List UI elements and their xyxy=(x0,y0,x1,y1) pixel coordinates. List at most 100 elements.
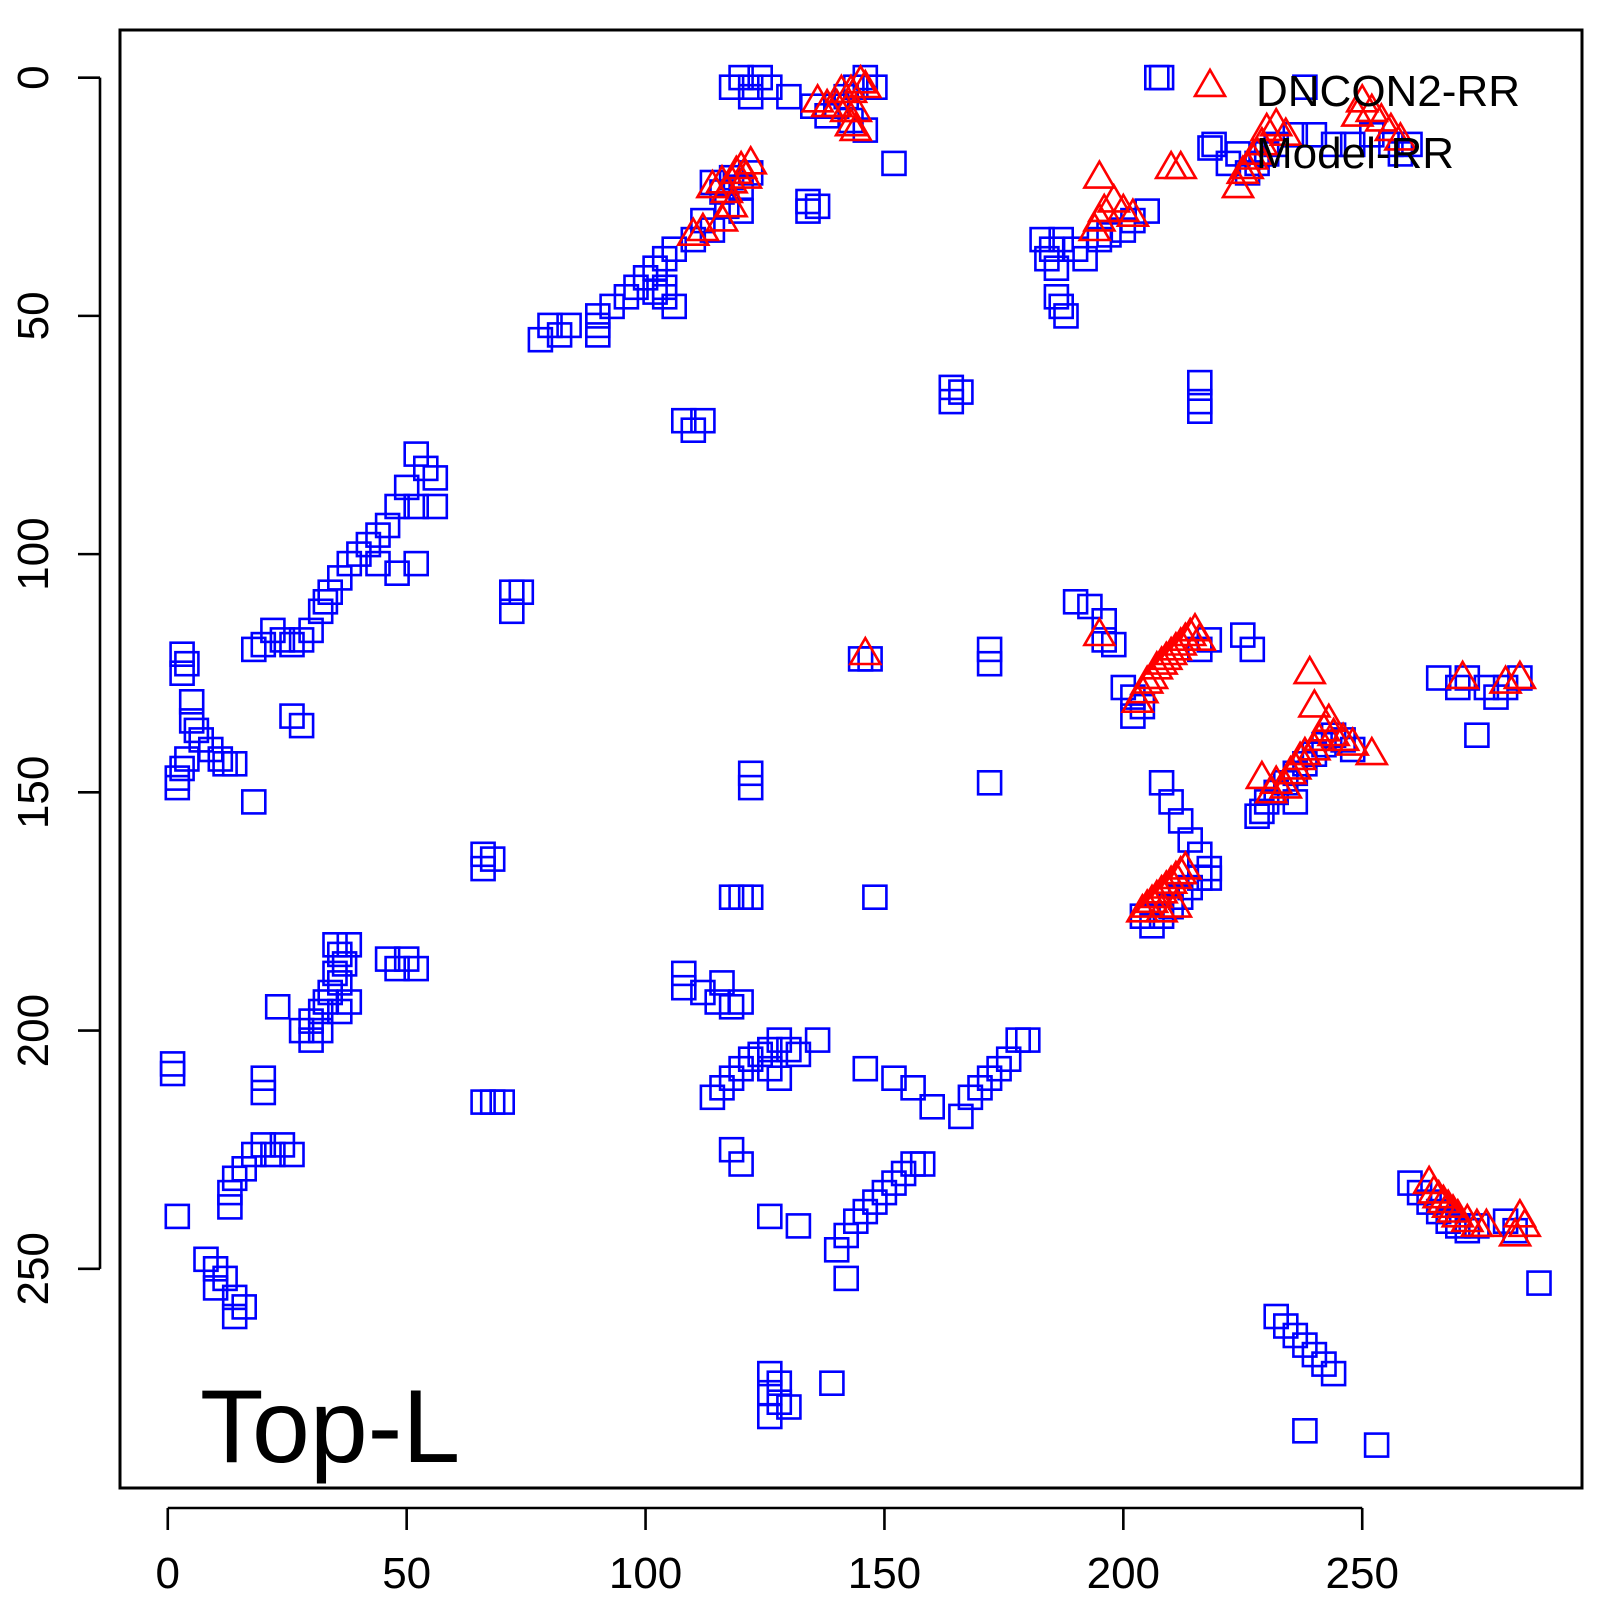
model-rr-point xyxy=(336,931,363,958)
dncon2-rr-point xyxy=(1316,716,1351,747)
model-rr-point xyxy=(1397,131,1423,158)
model-rr-point xyxy=(546,322,573,348)
x-tick-label: 200 xyxy=(1087,1549,1160,1598)
model-rr-point xyxy=(178,708,205,734)
model-rr-point xyxy=(976,769,1003,796)
model-rr-point xyxy=(1363,1432,1390,1458)
model-rr-point xyxy=(241,1141,267,1168)
series-model-rr xyxy=(159,64,1552,1458)
model-rr-point xyxy=(298,617,324,644)
model-rr-point xyxy=(260,1141,286,1168)
plot-frame xyxy=(118,28,1584,1490)
model-rr-point xyxy=(1311,1351,1337,1377)
model-rr-point xyxy=(1387,141,1414,167)
dncon2-rr-point xyxy=(1144,892,1179,923)
model-rr-point xyxy=(188,727,214,753)
model-rr-point xyxy=(279,631,305,658)
dncon2-rr-point xyxy=(1235,140,1270,170)
model-rr-point xyxy=(718,74,745,100)
model-rr-point xyxy=(1120,703,1146,729)
model-rr-point xyxy=(737,884,764,911)
model-rr-point xyxy=(756,1203,783,1230)
model-rr-point xyxy=(718,993,745,1020)
model-rr-point xyxy=(317,579,344,606)
model-rr-point xyxy=(556,312,582,339)
model-rr-point xyxy=(651,274,678,301)
dncon2-rr-point xyxy=(1149,640,1184,671)
model-rr-point xyxy=(1148,769,1175,796)
x-tick-label: 50 xyxy=(382,1549,431,1598)
model-rr-point xyxy=(890,1160,917,1187)
model-rr-point xyxy=(403,550,430,577)
model-rr-point xyxy=(862,74,888,100)
model-rr-point xyxy=(756,1360,783,1387)
model-rr-point xyxy=(776,1036,802,1063)
model-rr-point xyxy=(785,1041,812,1068)
x-tick-label: 100 xyxy=(609,1549,682,1598)
model-rr-point xyxy=(756,74,783,100)
dncon2-rr-point xyxy=(1158,887,1194,918)
model-rr-point xyxy=(986,1055,1012,1082)
legend-label: Model-RR xyxy=(1256,129,1454,178)
dncon2-rr-point xyxy=(1149,869,1184,899)
dncon2-rr-point xyxy=(1082,616,1117,647)
model-rr-point xyxy=(728,1151,754,1177)
dncon2-rr-point xyxy=(1106,192,1141,223)
dncon2-rr-point xyxy=(1168,849,1203,880)
model-rr-point xyxy=(1053,303,1079,329)
model-rr-point xyxy=(728,64,754,91)
model-rr-point xyxy=(346,541,372,567)
dncon2-rr-point xyxy=(1129,664,1165,694)
dncon2-rr-point xyxy=(1139,878,1175,909)
model-rr-point xyxy=(169,641,195,668)
dncon2-rr-point xyxy=(1125,892,1160,923)
x-tick-label: 250 xyxy=(1326,1549,1399,1598)
model-rr-point xyxy=(231,1156,257,1182)
model-rr-point xyxy=(1014,1027,1041,1053)
model-rr-point xyxy=(365,522,391,548)
model-rr-point xyxy=(699,1084,726,1111)
model-rr-point xyxy=(1048,226,1074,253)
model-rr-point xyxy=(651,245,678,272)
model-rr-point xyxy=(632,264,659,291)
x-tick-label: 150 xyxy=(848,1549,921,1598)
model-rr-point xyxy=(479,846,506,872)
dncon2-rr-point xyxy=(1249,111,1284,142)
model-rr-point xyxy=(169,755,195,782)
dncon2-rr-point xyxy=(838,92,874,123)
model-rr-point xyxy=(948,379,974,405)
model-rr-point xyxy=(938,388,965,415)
model-rr-point xyxy=(976,650,1003,677)
model-rr-point xyxy=(709,970,735,996)
model-rr-point xyxy=(1062,588,1089,615)
model-rr-point xyxy=(221,1303,248,1330)
model-rr-point xyxy=(279,1141,305,1168)
model-rr-point xyxy=(250,1132,277,1158)
model-rr-point xyxy=(403,441,430,467)
model-rr-point xyxy=(1425,665,1452,691)
dncon2-rr-point xyxy=(1282,740,1318,771)
model-rr-point xyxy=(1263,1303,1289,1330)
dncon2-rr-point xyxy=(1139,649,1175,680)
model-rr-point xyxy=(670,407,697,434)
model-rr-point xyxy=(661,236,688,262)
model-rr-point xyxy=(322,931,348,958)
dncon2-rr-point xyxy=(1292,654,1327,685)
model-rr-point xyxy=(322,960,348,987)
model-rr-point xyxy=(269,627,296,653)
model-rr-point xyxy=(852,1198,879,1225)
model-rr-point xyxy=(1320,131,1347,158)
dncon2-rr-point xyxy=(1311,702,1347,733)
model-rr-point xyxy=(1048,293,1074,320)
model-rr-point xyxy=(298,1027,324,1053)
model-rr-point xyxy=(412,455,439,482)
y-tick-label: 0 xyxy=(9,65,58,89)
model-rr-point xyxy=(241,789,267,815)
model-rr-point xyxy=(881,150,907,177)
model-rr-point xyxy=(804,1027,831,1053)
dncon2-rr-point xyxy=(1163,854,1198,885)
dncon2-rr-point xyxy=(1488,664,1523,694)
model-rr-point xyxy=(976,636,1003,663)
dncon2-rr-point xyxy=(1153,635,1189,666)
model-rr-point xyxy=(623,274,649,301)
